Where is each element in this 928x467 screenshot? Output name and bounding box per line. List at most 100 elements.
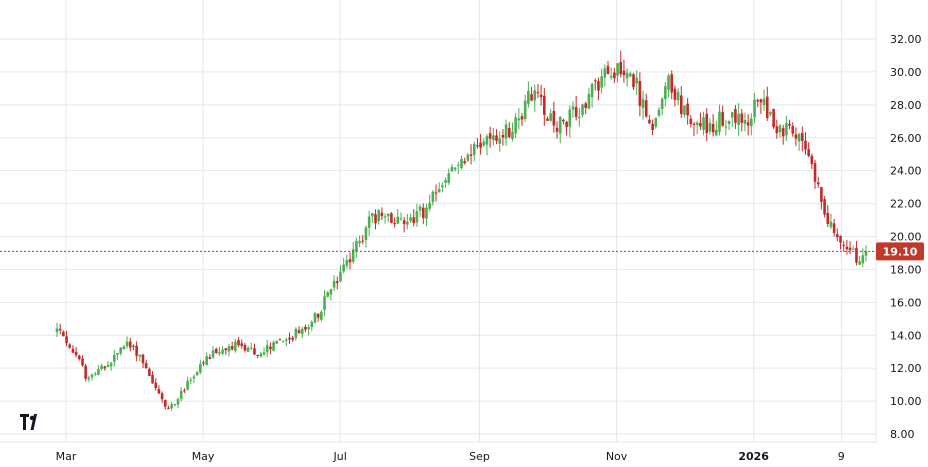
candle xyxy=(176,397,180,409)
candle xyxy=(135,341,138,362)
candle xyxy=(593,78,597,91)
candle xyxy=(523,94,527,122)
candle xyxy=(421,203,425,225)
candle xyxy=(686,98,689,125)
candle xyxy=(259,351,263,358)
candle xyxy=(832,218,836,237)
candle xyxy=(425,204,428,227)
candle xyxy=(246,345,250,353)
candle xyxy=(81,355,84,367)
candle xyxy=(507,122,511,139)
y-tick-label: 22.00 xyxy=(890,198,922,211)
candle xyxy=(148,367,151,377)
candle xyxy=(84,363,87,382)
candle xyxy=(345,254,349,269)
candle xyxy=(428,194,431,212)
candle xyxy=(501,128,505,146)
candle xyxy=(705,108,709,142)
candle xyxy=(90,373,94,381)
candle xyxy=(769,111,772,117)
candle xyxy=(826,205,830,228)
candle xyxy=(291,335,294,342)
candle xyxy=(498,131,502,152)
candle xyxy=(734,105,737,129)
candle xyxy=(727,120,731,130)
candle xyxy=(205,352,208,366)
candle xyxy=(256,354,259,359)
candle xyxy=(651,119,654,136)
candle xyxy=(227,343,231,357)
candle xyxy=(546,116,549,122)
candle xyxy=(361,235,365,245)
candle xyxy=(329,288,333,301)
candle xyxy=(100,363,103,371)
candle xyxy=(189,377,193,385)
candle xyxy=(679,86,683,119)
candle xyxy=(858,256,861,266)
candle xyxy=(332,275,336,292)
candle xyxy=(759,98,763,114)
candle xyxy=(810,153,814,170)
candle xyxy=(310,320,314,332)
candle xyxy=(657,107,661,118)
candle xyxy=(667,73,670,98)
candle xyxy=(93,371,97,376)
candle xyxy=(358,235,361,248)
candle xyxy=(457,162,460,175)
candle xyxy=(762,89,766,111)
candle xyxy=(399,212,403,221)
candle xyxy=(434,184,438,202)
candle xyxy=(750,113,753,136)
candle xyxy=(794,127,798,147)
candle xyxy=(339,265,342,283)
candle xyxy=(230,341,234,351)
candle xyxy=(269,342,272,355)
x-tick-label: Mar xyxy=(56,450,77,463)
price-axis[interactable]: 8.00 10.00 12.00 14.00 16.00 18.00 20.00 22.00 2… xyxy=(890,33,922,441)
candle xyxy=(740,109,744,132)
candle xyxy=(689,115,693,128)
candle xyxy=(836,228,839,242)
candle xyxy=(609,67,613,80)
candle xyxy=(613,67,616,83)
candle xyxy=(262,347,266,357)
candle xyxy=(364,225,368,248)
candle xyxy=(68,343,72,349)
candle xyxy=(441,181,444,193)
candle xyxy=(371,212,374,223)
candle xyxy=(316,313,320,322)
candle xyxy=(221,346,224,356)
candle xyxy=(778,123,782,138)
candle xyxy=(829,213,833,230)
candle xyxy=(402,217,406,233)
candle xyxy=(721,105,724,127)
candle xyxy=(641,90,645,120)
candle xyxy=(673,85,677,107)
candle xyxy=(520,112,524,127)
candle xyxy=(288,332,291,344)
candle xyxy=(820,186,823,210)
candle xyxy=(326,290,330,298)
candle xyxy=(629,71,632,78)
candle xyxy=(192,374,196,383)
candle xyxy=(839,235,842,250)
candle xyxy=(173,403,177,407)
candle xyxy=(418,204,422,217)
x-tick-label: Sep xyxy=(469,450,490,463)
time-axis[interactable]: Mar May Jul Sep Nov 2026 9 xyxy=(56,450,845,463)
candle xyxy=(842,240,846,252)
candle xyxy=(800,126,804,152)
candlestick-series xyxy=(55,50,868,411)
current-price-label: 19.10 xyxy=(883,245,918,258)
candle xyxy=(348,252,352,270)
candle xyxy=(186,376,189,391)
candle xyxy=(562,118,565,125)
candle xyxy=(122,344,126,351)
x-tick-label: Nov xyxy=(606,450,628,463)
candle xyxy=(437,182,441,193)
candle xyxy=(272,340,275,352)
candle xyxy=(106,361,110,368)
candle xyxy=(234,338,237,353)
candle xyxy=(724,119,728,136)
